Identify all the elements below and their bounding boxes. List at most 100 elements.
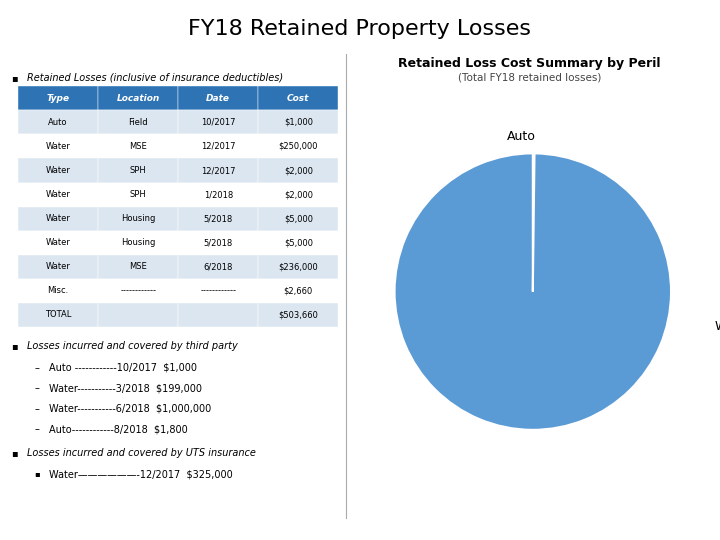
Text: $250,000: $250,000: [279, 142, 318, 151]
Text: 6/2018: 6/2018: [204, 262, 233, 271]
Text: ▪: ▪: [35, 469, 40, 478]
Text: ▪: ▪: [11, 341, 17, 352]
Text: Misc.: Misc.: [48, 286, 68, 295]
Text: 12/2017: 12/2017: [201, 166, 235, 175]
FancyBboxPatch shape: [98, 279, 179, 302]
FancyBboxPatch shape: [179, 134, 258, 159]
FancyBboxPatch shape: [18, 231, 98, 255]
FancyBboxPatch shape: [258, 183, 338, 206]
Text: ▪: ▪: [11, 73, 17, 83]
Text: Auto ------------10/2017  $1,000: Auto ------------10/2017 $1,000: [49, 363, 197, 373]
Text: Auto: Auto: [48, 118, 68, 127]
Text: $1,000: $1,000: [284, 118, 313, 127]
Text: $5,000: $5,000: [284, 238, 313, 247]
FancyBboxPatch shape: [179, 302, 258, 327]
FancyBboxPatch shape: [98, 255, 179, 279]
FancyBboxPatch shape: [258, 302, 338, 327]
Text: Date: Date: [206, 94, 230, 103]
Text: Water-----------6/2018  $1,000,000: Water-----------6/2018 $1,000,000: [49, 404, 211, 414]
FancyBboxPatch shape: [98, 206, 179, 231]
Text: Housing: Housing: [121, 214, 156, 223]
Text: Water: Water: [715, 320, 720, 333]
Text: 10/2017: 10/2017: [201, 118, 235, 127]
FancyBboxPatch shape: [18, 255, 98, 279]
FancyBboxPatch shape: [98, 110, 179, 134]
Text: SPH: SPH: [130, 166, 147, 175]
Text: Location: Location: [117, 94, 160, 103]
Text: MSE: MSE: [130, 142, 147, 151]
Text: Water——————-12/2017  $325,000: Water——————-12/2017 $325,000: [49, 469, 233, 480]
Text: Water-----------3/2018  $199,000: Water-----------3/2018 $199,000: [49, 383, 202, 394]
Text: MSE: MSE: [130, 262, 147, 271]
Wedge shape: [395, 153, 671, 430]
Text: SPH: SPH: [130, 190, 147, 199]
Text: $2,660: $2,660: [284, 286, 313, 295]
FancyBboxPatch shape: [18, 206, 98, 231]
Text: $236,000: $236,000: [279, 262, 318, 271]
Text: Water: Water: [45, 142, 71, 151]
FancyBboxPatch shape: [179, 206, 258, 231]
Text: –: –: [35, 383, 40, 394]
Text: ▪: ▪: [11, 448, 17, 458]
Text: (Total FY18 retained losses): (Total FY18 retained losses): [457, 72, 601, 83]
Text: Retained Losses (inclusive of insurance deductibles): Retained Losses (inclusive of insurance …: [27, 73, 284, 83]
FancyBboxPatch shape: [258, 159, 338, 183]
FancyBboxPatch shape: [18, 302, 98, 327]
FancyBboxPatch shape: [258, 206, 338, 231]
Text: Auto------------8/2018  $1,800: Auto------------8/2018 $1,800: [49, 424, 188, 435]
FancyBboxPatch shape: [18, 183, 98, 206]
FancyBboxPatch shape: [179, 110, 258, 134]
Text: ------------: ------------: [200, 286, 236, 295]
FancyBboxPatch shape: [258, 231, 338, 255]
Text: Water: Water: [45, 238, 71, 247]
FancyBboxPatch shape: [98, 86, 179, 110]
Text: Water: Water: [45, 166, 71, 175]
Text: FY18 Retained Property Losses: FY18 Retained Property Losses: [189, 19, 531, 39]
Text: Cost: Cost: [287, 94, 310, 103]
Text: TOTAL: TOTAL: [45, 310, 71, 319]
Text: 5/2018: 5/2018: [204, 214, 233, 223]
FancyBboxPatch shape: [98, 134, 179, 159]
FancyBboxPatch shape: [98, 159, 179, 183]
Text: Water: Water: [45, 190, 71, 199]
Text: Auto: Auto: [508, 130, 536, 143]
Text: –: –: [35, 424, 40, 435]
FancyBboxPatch shape: [18, 159, 98, 183]
Text: Field: Field: [128, 118, 148, 127]
Text: 5/2018: 5/2018: [204, 238, 233, 247]
FancyBboxPatch shape: [258, 110, 338, 134]
Text: $2,000: $2,000: [284, 190, 313, 199]
FancyBboxPatch shape: [18, 86, 98, 110]
FancyBboxPatch shape: [258, 86, 338, 110]
FancyBboxPatch shape: [98, 302, 179, 327]
FancyBboxPatch shape: [258, 255, 338, 279]
Text: Losses incurred and covered by third party: Losses incurred and covered by third par…: [27, 341, 238, 352]
Text: Type: Type: [47, 94, 70, 103]
Text: –: –: [35, 363, 40, 373]
FancyBboxPatch shape: [18, 110, 98, 134]
FancyBboxPatch shape: [98, 183, 179, 206]
FancyBboxPatch shape: [18, 279, 98, 302]
FancyBboxPatch shape: [179, 159, 258, 183]
Wedge shape: [533, 153, 534, 292]
Text: ------------: ------------: [120, 286, 156, 295]
FancyBboxPatch shape: [179, 255, 258, 279]
Text: 12/2017: 12/2017: [201, 142, 235, 151]
Text: $5,000: $5,000: [284, 214, 313, 223]
Text: $503,660: $503,660: [279, 310, 318, 319]
Text: Losses incurred and covered by UTS insurance: Losses incurred and covered by UTS insur…: [27, 448, 256, 458]
FancyBboxPatch shape: [258, 134, 338, 159]
FancyBboxPatch shape: [258, 279, 338, 302]
Text: Retained Loss Cost Summary by Peril: Retained Loss Cost Summary by Peril: [398, 57, 660, 70]
FancyBboxPatch shape: [98, 231, 179, 255]
FancyBboxPatch shape: [18, 134, 98, 159]
FancyBboxPatch shape: [179, 279, 258, 302]
Text: 1/2018: 1/2018: [204, 190, 233, 199]
Text: Water: Water: [45, 262, 71, 271]
FancyBboxPatch shape: [179, 183, 258, 206]
FancyBboxPatch shape: [179, 231, 258, 255]
Text: $2,000: $2,000: [284, 166, 313, 175]
Text: Housing: Housing: [121, 238, 156, 247]
Text: –: –: [35, 404, 40, 414]
Text: Water: Water: [45, 214, 71, 223]
